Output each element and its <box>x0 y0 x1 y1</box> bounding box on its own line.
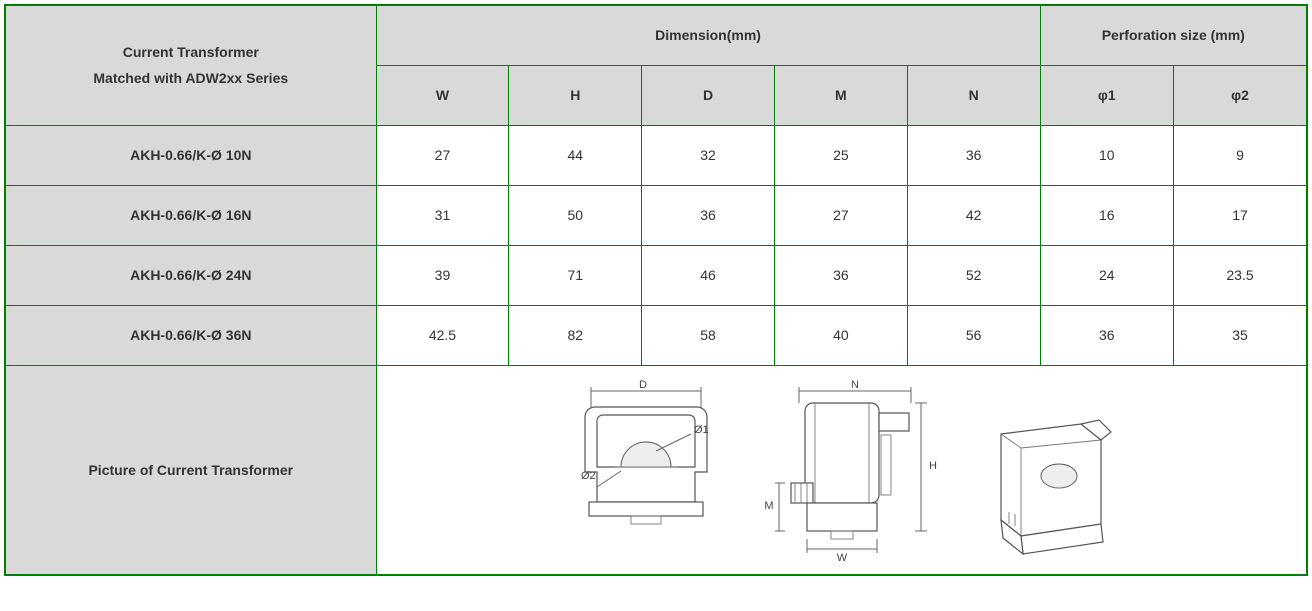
dim-phi1-label: Ø1 <box>694 424 709 436</box>
cell-n: 42 <box>907 185 1040 245</box>
ct-title-line2: Matched with ADW2xx Series <box>6 65 376 92</box>
cell-w: 31 <box>376 185 509 245</box>
cell-m: 27 <box>774 185 907 245</box>
cell-m: 40 <box>774 305 907 365</box>
table-row: AKH-0.66/K-Ø 24N 39 71 46 36 52 24 23.5 <box>5 245 1307 305</box>
ct-diagram: D Ø1 Ø2 <box>377 366 1306 575</box>
cell-h: 44 <box>509 125 642 185</box>
col-sub-h: H <box>509 65 642 125</box>
dim-n-label: N <box>851 379 859 391</box>
cell-d: 46 <box>642 245 775 305</box>
col-header-perforation: Perforation size (mm) <box>1040 5 1307 65</box>
col-header-ct: Current Transformer Matched with ADW2xx … <box>5 5 376 125</box>
cell-phi2: 23.5 <box>1174 245 1308 305</box>
row-name: AKH-0.66/K-Ø 10N <box>5 125 376 185</box>
table-row: AKH-0.66/K-Ø 10N 27 44 32 25 36 10 9 <box>5 125 1307 185</box>
ct-front-view-icon: D Ø1 Ø2 <box>561 379 731 564</box>
col-header-dimension: Dimension(mm) <box>376 5 1040 65</box>
diagram-cell: D Ø1 Ø2 <box>376 365 1307 575</box>
cell-h: 71 <box>509 245 642 305</box>
cell-n: 56 <box>907 305 1040 365</box>
col-sub-n: N <box>907 65 1040 125</box>
cell-d: 58 <box>642 305 775 365</box>
cell-d: 32 <box>642 125 775 185</box>
dim-h-label: H <box>929 460 937 472</box>
col-sub-phi2: φ2 <box>1174 65 1308 125</box>
cell-phi1: 10 <box>1040 125 1173 185</box>
ct-iso-view-icon <box>971 404 1121 564</box>
picture-label: Picture of Current Transformer <box>5 365 376 575</box>
row-name: AKH-0.66/K-Ø 36N <box>5 305 376 365</box>
row-name: AKH-0.66/K-Ø 24N <box>5 245 376 305</box>
cell-phi1: 16 <box>1040 185 1173 245</box>
ct-title-line1: Current Transformer <box>6 39 376 66</box>
cell-phi1: 24 <box>1040 245 1173 305</box>
dim-m-label: M <box>765 500 774 512</box>
cell-n: 52 <box>907 245 1040 305</box>
cell-w: 42.5 <box>376 305 509 365</box>
cell-w: 39 <box>376 245 509 305</box>
cell-phi2: 35 <box>1174 305 1308 365</box>
cell-m: 25 <box>774 125 907 185</box>
cell-n: 36 <box>907 125 1040 185</box>
diagram-row: Picture of Current Transformer D <box>5 365 1307 575</box>
table-row: AKH-0.66/K-Ø 16N 31 50 36 27 42 16 17 <box>5 185 1307 245</box>
ct-spec-table: Current Transformer Matched with ADW2xx … <box>4 4 1308 576</box>
dim-phi2-label: Ø2 <box>581 470 596 482</box>
dim-d-label: D <box>639 379 647 391</box>
col-sub-phi1: φ1 <box>1040 65 1173 125</box>
col-sub-d: D <box>642 65 775 125</box>
cell-w: 27 <box>376 125 509 185</box>
cell-phi2: 17 <box>1174 185 1308 245</box>
cell-d: 36 <box>642 185 775 245</box>
table-row: AKH-0.66/K-Ø 36N 42.5 82 58 40 56 36 35 <box>5 305 1307 365</box>
col-sub-w: W <box>376 65 509 125</box>
col-sub-m: M <box>774 65 907 125</box>
cell-h: 82 <box>509 305 642 365</box>
row-name: AKH-0.66/K-Ø 16N <box>5 185 376 245</box>
cell-phi2: 9 <box>1174 125 1308 185</box>
ct-side-view-icon: N <box>761 379 941 564</box>
dim-w-label: W <box>837 552 848 564</box>
cell-m: 36 <box>774 245 907 305</box>
cell-phi1: 36 <box>1040 305 1173 365</box>
cell-h: 50 <box>509 185 642 245</box>
